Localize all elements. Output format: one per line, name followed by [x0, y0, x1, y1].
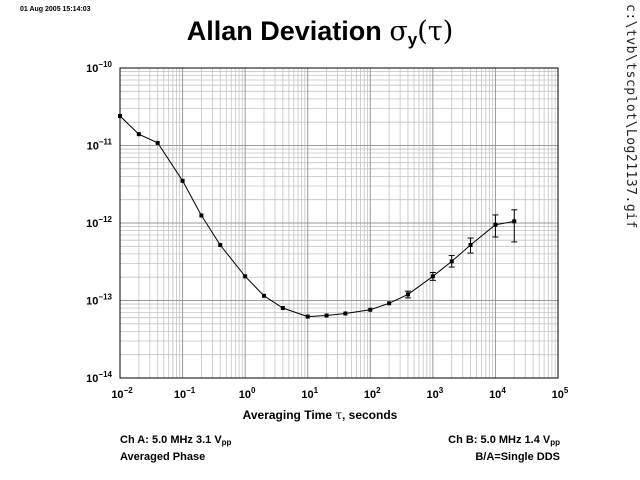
- x-axis-label: Averaging Time τ, seconds: [242, 408, 398, 422]
- data-point: [243, 274, 248, 279]
- data-point: [512, 219, 517, 224]
- y-tick-label: 10−12: [86, 215, 112, 230]
- x-tick-label: 101: [301, 386, 318, 401]
- data-point: [430, 274, 435, 279]
- data-point: [280, 306, 285, 311]
- title-text: Allan Deviation: [186, 16, 382, 46]
- channel-a-info: Ch A: 5.0 MHz 3.1 Vpp Averaged Phase: [120, 433, 231, 464]
- channel-b-mode: B/A=Single DDS: [475, 451, 560, 463]
- file-path-label: c:\tvb\tscplot\Log21137.gif: [623, 4, 638, 229]
- channel-b-info: Ch B: 5.0 MHz 1.4 Vpp B/A=Single DDS: [360, 433, 560, 464]
- y-tick-label: 10−10: [86, 60, 112, 75]
- timestamp: 01 Aug 2005 15:14:03: [20, 6, 91, 13]
- data-point: [180, 178, 185, 183]
- x-tick-label: 10−2: [111, 386, 133, 401]
- data-series: [118, 114, 518, 319]
- y-tick-label: 10−14: [86, 370, 112, 385]
- data-point: [368, 307, 373, 312]
- channel-a-mode: Averaged Phase: [120, 451, 206, 463]
- channel-a-line1: Ch A: 5.0 MHz 3.1 Vpp: [120, 433, 231, 450]
- title-subscript: y: [407, 30, 418, 49]
- channel-a-unit-sub: pp: [221, 438, 232, 447]
- x-tick-label: 104: [489, 386, 506, 401]
- data-point: [387, 301, 392, 306]
- x-tick-label: 100: [239, 386, 256, 401]
- y-tick-label: 10−11: [87, 138, 113, 153]
- data-point: [493, 222, 498, 227]
- data-point: [468, 243, 473, 248]
- title-tau: (τ): [417, 16, 454, 47]
- channel-a-settings: Ch A: 5.0 MHz 3.1 V: [120, 434, 222, 446]
- x-tick-labels: 10−2 10−1 100 101 102 103 104 105: [111, 386, 569, 401]
- data-point: [118, 114, 122, 119]
- data-point: [449, 259, 454, 264]
- x-tick-label: 102: [364, 386, 381, 401]
- x-tick-label: 103: [427, 386, 444, 401]
- plot-frame: [119, 67, 559, 379]
- channel-b-settings: Ch B: 5.0 MHz 1.4 V: [448, 434, 551, 446]
- data-point: [136, 132, 141, 137]
- series-line: [119, 115, 515, 318]
- data-point: [324, 313, 329, 318]
- data-point: [218, 243, 223, 248]
- channel-b-line1: Ch B: 5.0 MHz 1.4 Vpp: [360, 433, 560, 450]
- data-point: [343, 311, 348, 316]
- y-tick-label: 10−13: [86, 293, 112, 308]
- chart-title: Allan Deviation σy(τ): [130, 16, 510, 50]
- x-tick-label: 105: [552, 386, 569, 401]
- title-sigma: σ: [389, 16, 408, 47]
- error-bar: [511, 209, 518, 243]
- y-tick-labels: 10−14 10−13 10−12 10−11 10−10: [86, 60, 112, 385]
- x-tick-label: 10−1: [174, 386, 196, 401]
- data-point: [199, 213, 204, 218]
- data-point: [261, 293, 266, 298]
- channel-b-unit-sub: pp: [550, 438, 560, 447]
- data-point: [305, 314, 310, 319]
- data-point: [155, 140, 160, 145]
- data-point: [405, 292, 410, 297]
